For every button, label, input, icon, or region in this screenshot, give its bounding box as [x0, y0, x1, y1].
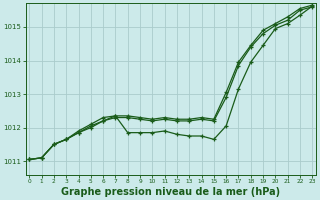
X-axis label: Graphe pression niveau de la mer (hPa): Graphe pression niveau de la mer (hPa): [61, 187, 280, 197]
